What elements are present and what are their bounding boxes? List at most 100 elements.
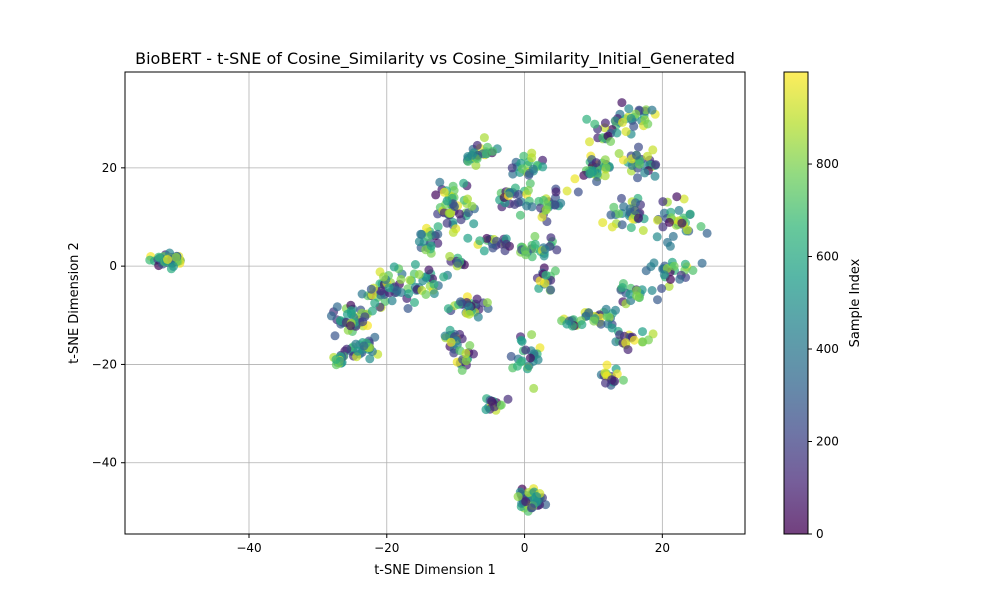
data-point [653,215,662,225]
data-point [421,290,431,299]
data-point [366,284,376,294]
data-point [519,151,529,161]
data-point [611,337,621,347]
data-point [506,351,516,361]
colorbar-frame [783,71,809,535]
data-point [546,285,556,295]
data-point [658,222,668,232]
data-point [439,187,449,197]
data-point [617,193,626,203]
data-point [492,236,501,246]
y-tick-label: −20 [92,357,117,371]
data-point [392,286,402,296]
data-point [610,116,620,126]
data-point [590,119,600,129]
data-point [532,492,542,501]
data-point [640,168,650,178]
data-point [633,173,642,183]
data-point [668,231,678,241]
data-point [664,282,674,291]
data-point [658,197,668,207]
data-point [570,174,580,184]
data-point [469,349,478,359]
data-point [353,346,363,356]
data-point [442,218,452,228]
data-point [644,335,653,345]
data-point [621,338,631,348]
data-point [577,320,587,330]
data-point [446,337,456,347]
chart-title: BioBERT - t-SNE of Cosine_Similarity vs … [135,49,735,69]
data-point [617,220,627,230]
data-point [367,306,377,316]
data-point [638,226,648,235]
data-point [601,163,611,172]
data-point [512,361,522,371]
data-point [529,383,539,393]
data-point [602,360,612,370]
data-point [414,237,424,247]
data-point [479,246,489,256]
data-point [624,104,634,114]
data-point [403,304,413,313]
data-point [351,339,361,349]
data-point [562,319,572,329]
data-point [330,331,340,341]
data-point [666,275,675,284]
data-point [623,345,633,355]
data-point [517,337,527,346]
data-point [410,260,420,269]
data-point [342,344,352,354]
data-point [461,356,471,366]
data-point [440,331,450,341]
data-point [443,304,453,314]
grid [125,72,745,534]
data-point [600,155,610,165]
data-point [634,213,643,223]
data-point [163,255,172,264]
data-point [429,279,439,289]
data-point [552,245,562,255]
data-point [664,217,674,227]
data-point [465,341,475,350]
data-point [414,270,424,279]
data-point [359,341,369,351]
data-point [541,270,551,280]
data-point [688,266,698,275]
data-point [487,396,497,406]
data-point [629,335,639,345]
data-point [463,194,472,204]
colorbar-tick-label: 400 [816,342,839,356]
data-point [617,98,627,108]
data-point [342,309,352,319]
data-point [463,233,473,243]
data-point [515,210,525,220]
data-point [376,286,386,296]
data-point [585,137,594,147]
data-point [439,272,449,282]
data-point [585,169,595,178]
data-point [360,312,370,322]
data-point [525,179,535,188]
data-point [501,239,511,249]
x-axis-label: t-SNE Dimension 1 [374,563,496,578]
data-point [677,218,687,228]
data-point [387,296,397,306]
data-point [675,274,685,284]
data-point [582,114,592,124]
data-point [521,250,531,260]
data-point [601,304,611,314]
data-point [525,353,535,363]
data-point [445,251,455,261]
data-point [685,209,695,219]
data-point [672,192,682,202]
data-point [396,274,406,284]
data-point [496,400,506,410]
data-point [607,323,617,333]
data-point [551,187,561,197]
data-point [459,178,469,188]
data-point [621,127,631,137]
data-point [404,289,414,299]
data-point [523,186,533,195]
x-tick-label: 20 [655,541,670,555]
